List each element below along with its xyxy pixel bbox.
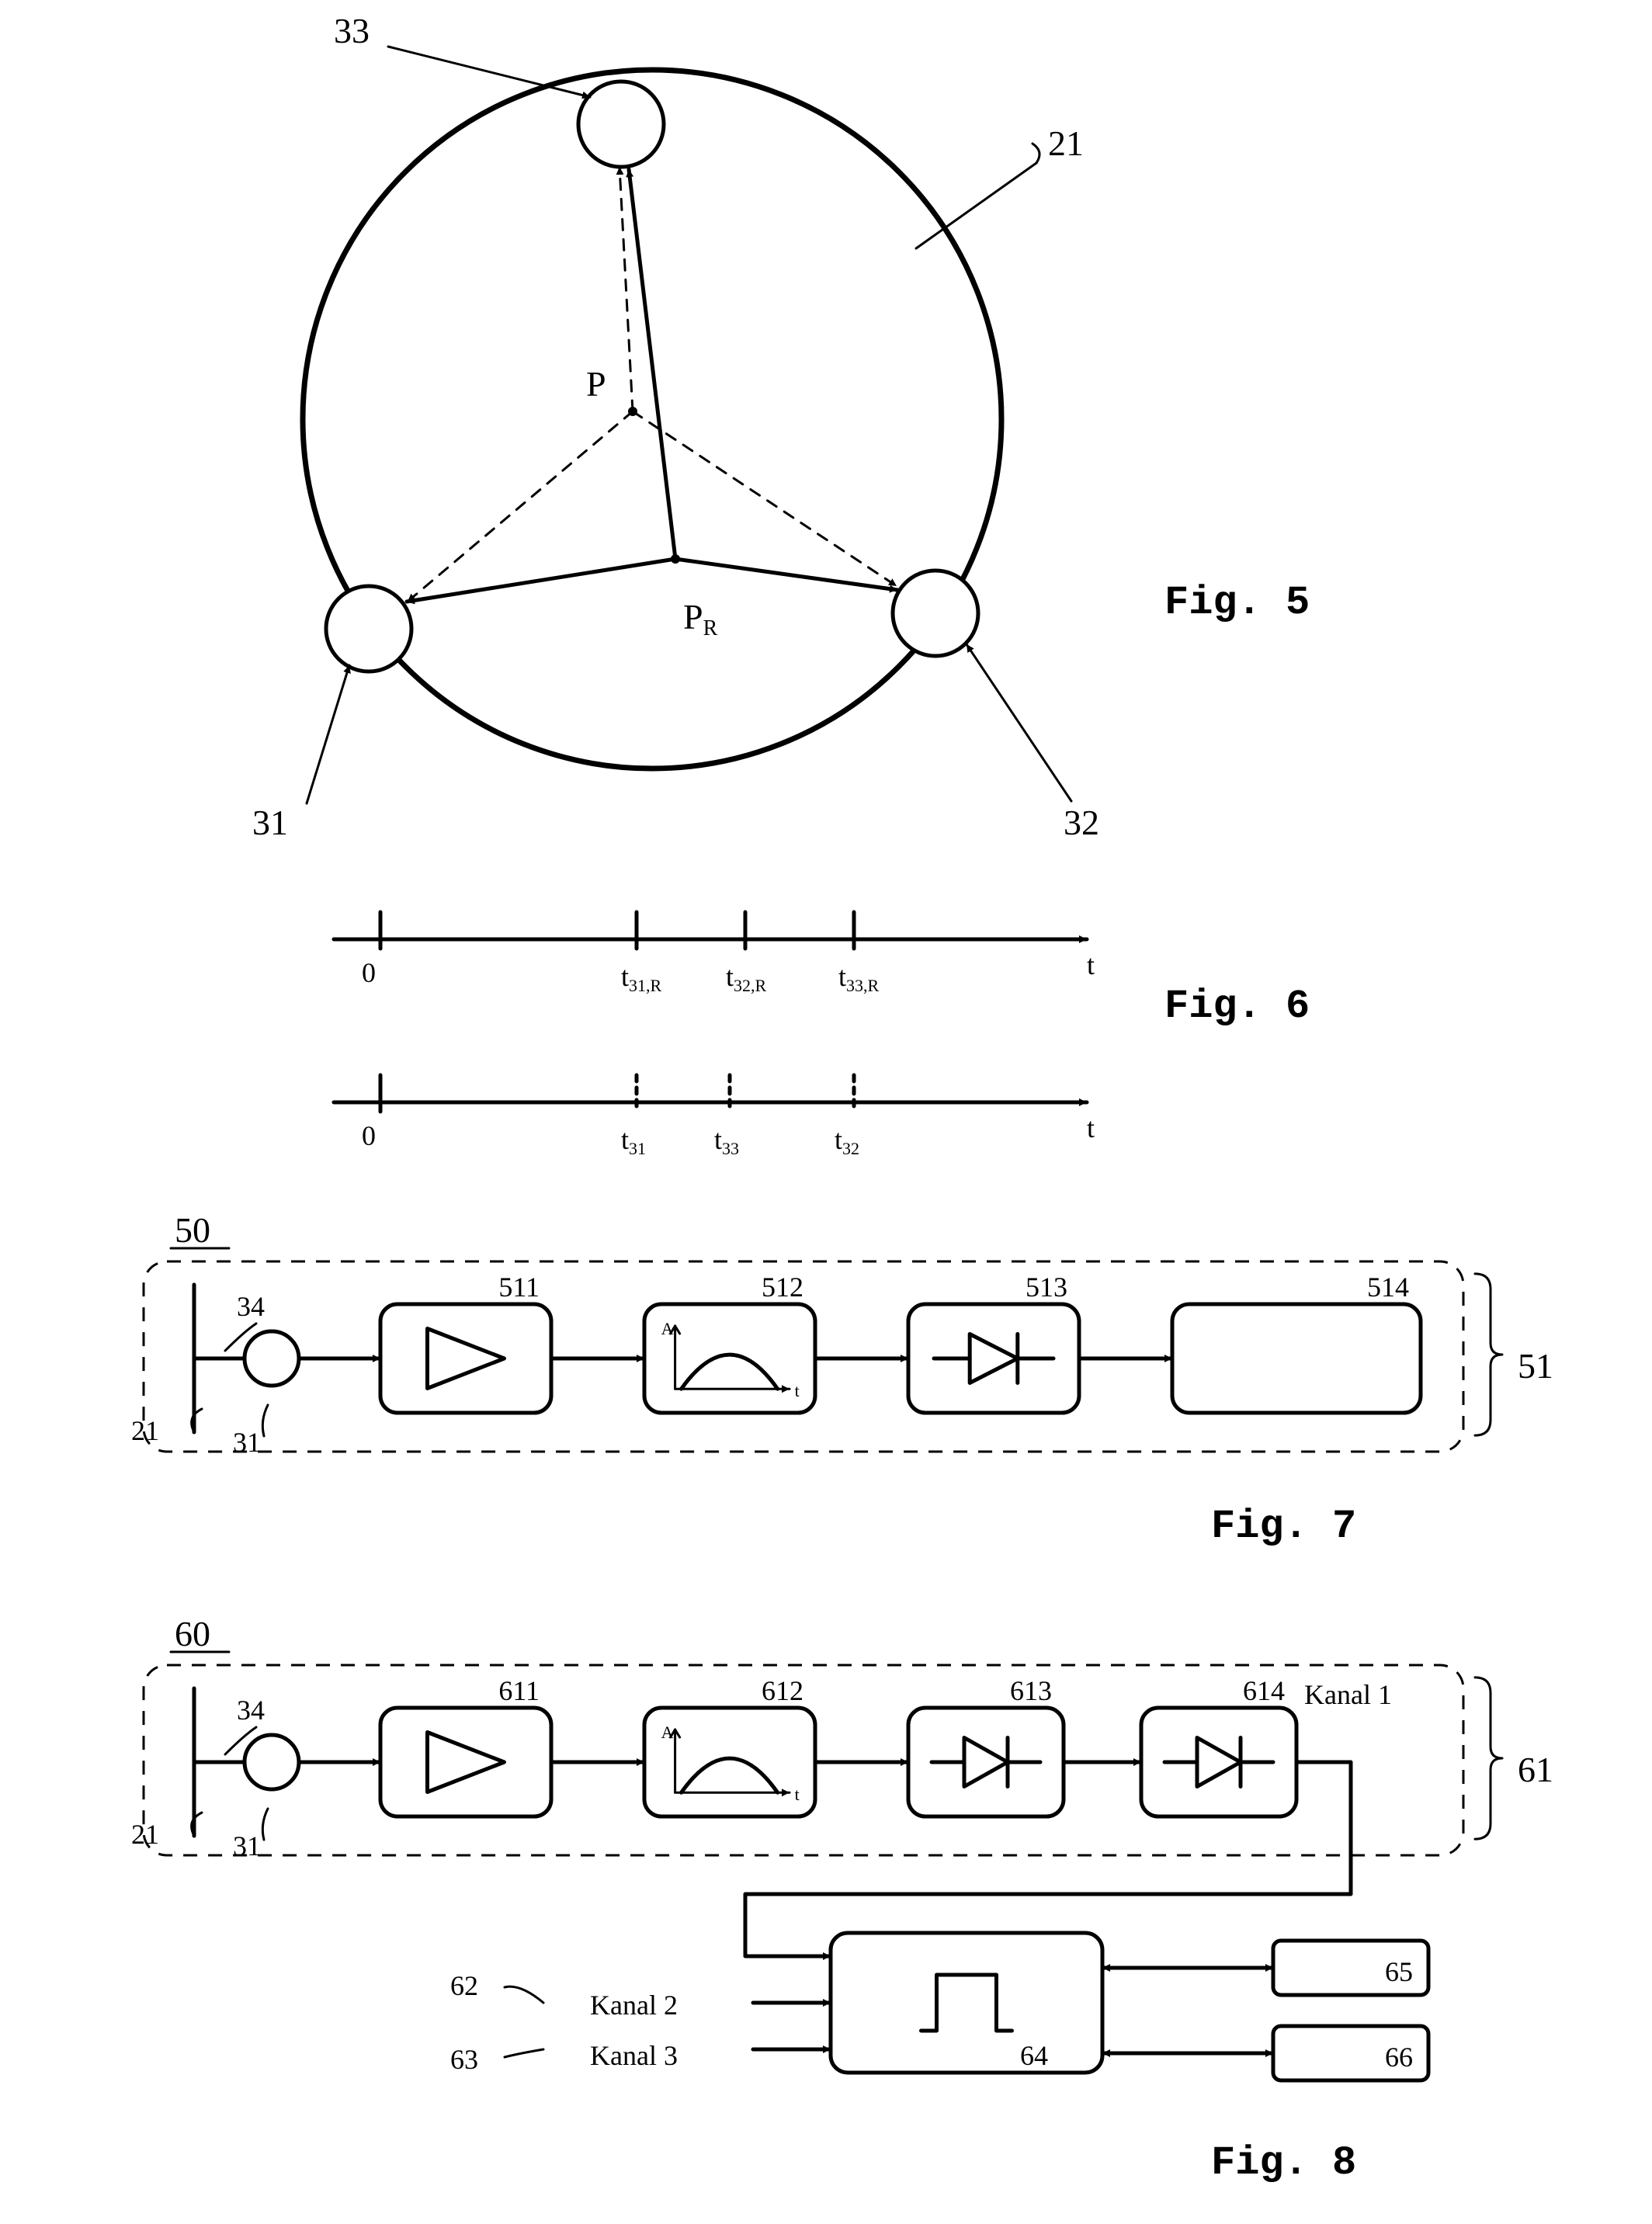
label-613: 613 xyxy=(1010,1675,1052,1706)
axis2-lbl-2: t32 xyxy=(835,1124,859,1158)
label-614: 614 xyxy=(1243,1675,1285,1706)
label-21: 21 xyxy=(131,1819,159,1850)
axis1-end: t xyxy=(1087,949,1095,980)
fig7: 50 21 31 34 511 At 512 513 514 51 Fig. 7 xyxy=(131,1210,1553,1549)
label-34: 34 xyxy=(237,1695,265,1726)
kanal1-label: Kanal 1 xyxy=(1304,1679,1392,1710)
label-62: 62 xyxy=(450,1970,478,2001)
title-60: 60 xyxy=(175,1614,210,1653)
label-31: 31 xyxy=(252,803,288,842)
axis1-lbl-1: t32,R xyxy=(726,961,767,995)
fig6-caption: Fig. 6 xyxy=(1164,984,1310,1029)
label-63: 63 xyxy=(450,2044,478,2075)
label-66: 66 xyxy=(1385,2042,1413,2073)
axis2-lbl-1: t33 xyxy=(714,1124,739,1158)
svg-text:A: A xyxy=(661,1723,674,1742)
label-612: 612 xyxy=(762,1675,803,1706)
axis2-end: t xyxy=(1087,1112,1095,1143)
axis2-lbl-0: t31 xyxy=(621,1124,646,1158)
kanal-3-label: Kanal 3 xyxy=(590,2040,678,2071)
label-51: 51 xyxy=(1518,1346,1553,1386)
fig5: 33 31 32 21 P PR Fig. 5 xyxy=(252,11,1310,842)
label-31: 31 xyxy=(233,1830,261,1861)
label-34: 34 xyxy=(237,1291,265,1322)
svg-text:t: t xyxy=(795,1785,800,1804)
label-512: 512 xyxy=(762,1272,803,1303)
fig8: 60 21 31 34 611 At 612 613 614 61 Kanal 1 64 62 Kanal… xyxy=(131,1614,1553,2186)
axis1-lbl-0: t31,R xyxy=(621,961,662,995)
label-32: 32 xyxy=(1064,803,1099,842)
label-511: 511 xyxy=(498,1272,540,1303)
label-PR: PR xyxy=(683,597,718,640)
label-P: P xyxy=(586,364,606,404)
label-611: 611 xyxy=(498,1675,540,1706)
label-21: 21 xyxy=(1048,123,1084,163)
fig7-caption: Fig. 7 xyxy=(1211,1504,1356,1549)
axis2-zero: 0 xyxy=(362,1120,376,1151)
fig6: 0 t31,R t32,R t33,R t 0 t31 t33 t32 t Fig. 6 xyxy=(334,912,1310,1158)
axis1-zero: 0 xyxy=(362,957,376,988)
kanal-2-label: Kanal 2 xyxy=(590,1990,678,2021)
label-61: 61 xyxy=(1518,1750,1553,1789)
svg-text:t: t xyxy=(795,1381,800,1400)
label-514: 514 xyxy=(1367,1272,1409,1303)
label-21: 21 xyxy=(131,1415,159,1446)
axis1-lbl-2: t33,R xyxy=(838,961,880,995)
label-65: 65 xyxy=(1385,1956,1413,1987)
title-50: 50 xyxy=(175,1210,210,1250)
label-33: 33 xyxy=(334,11,370,50)
label-31: 31 xyxy=(233,1427,261,1458)
fig5-caption: Fig. 5 xyxy=(1164,580,1310,626)
label-64: 64 xyxy=(1020,2040,1048,2071)
label-513: 513 xyxy=(1026,1272,1067,1303)
fig8-caption: Fig. 8 xyxy=(1211,2140,1356,2186)
svg-text:A: A xyxy=(661,1319,674,1338)
